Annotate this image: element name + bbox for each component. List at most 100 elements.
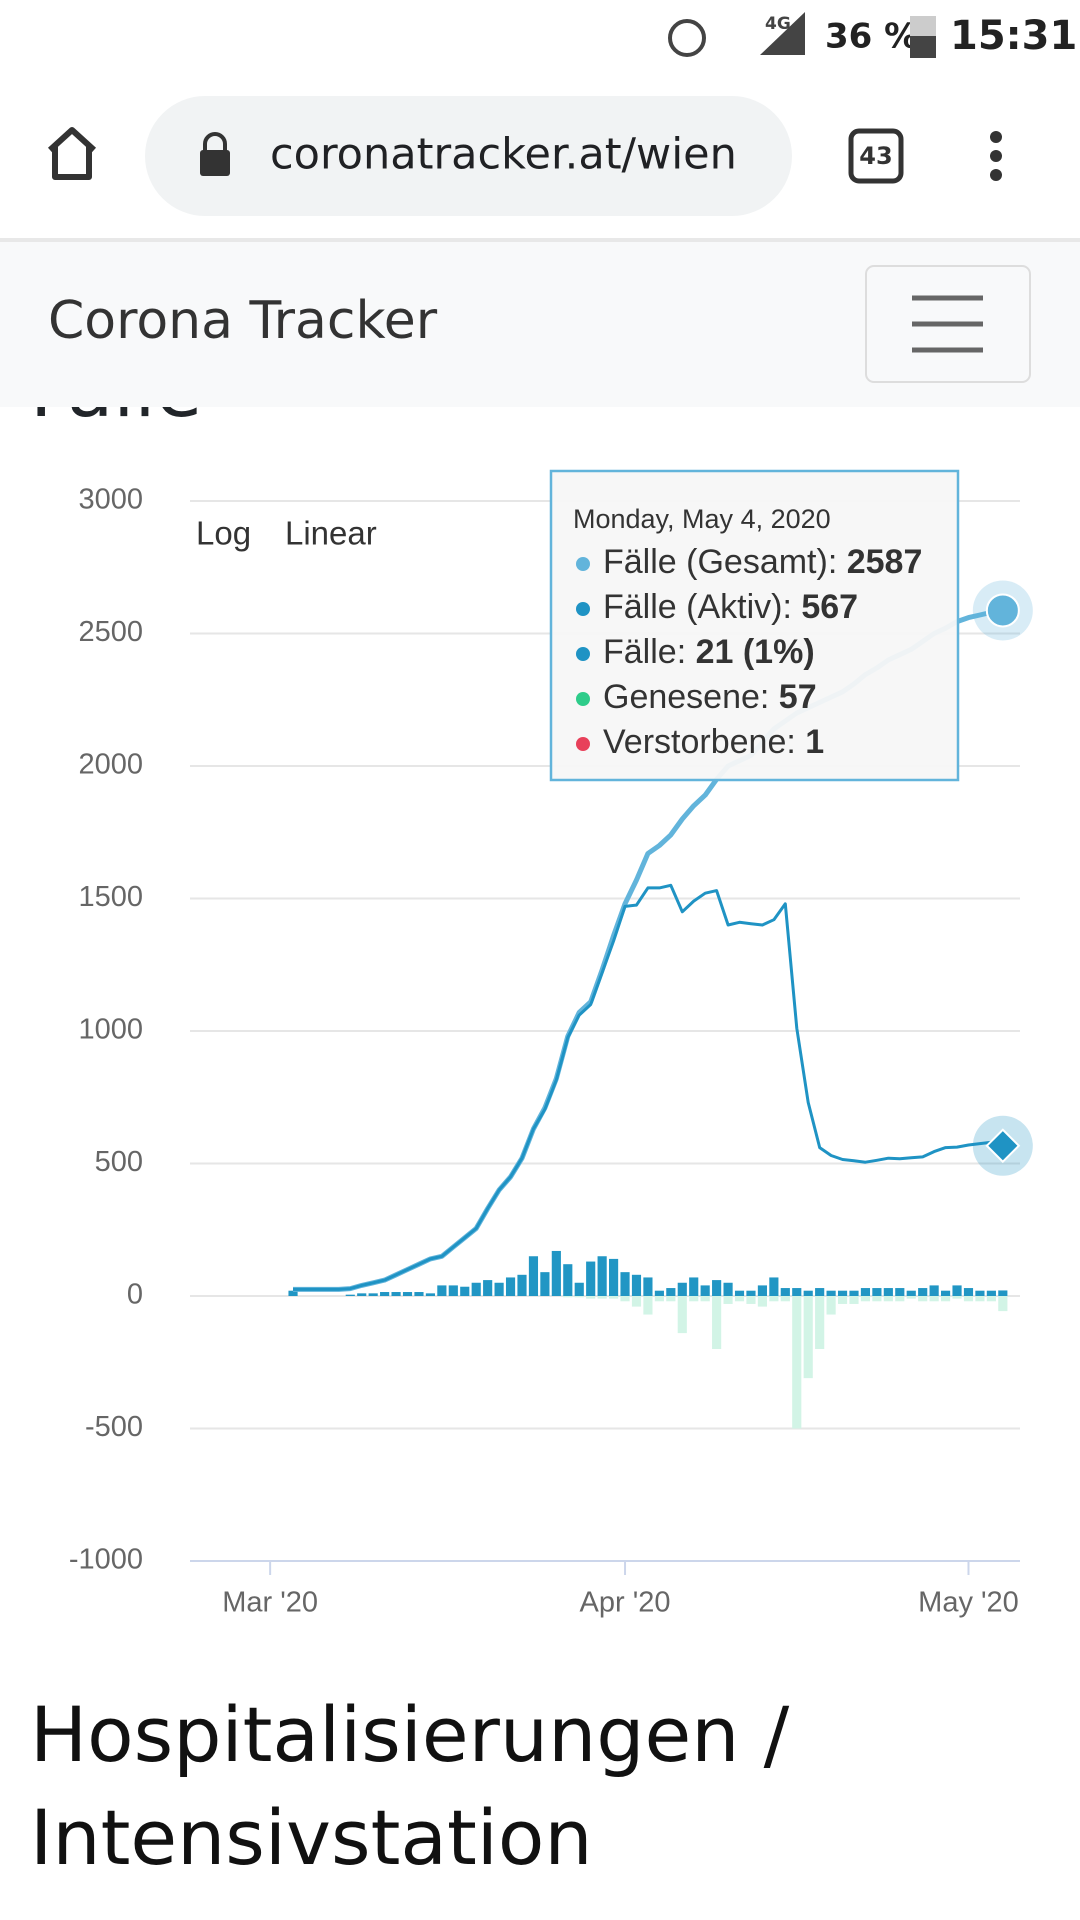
bar xyxy=(677,1282,687,1296)
bar xyxy=(288,1290,298,1296)
bar xyxy=(906,1296,916,1299)
scale-button[interactable]: Log xyxy=(196,515,251,552)
status-bar xyxy=(0,0,1080,80)
bar xyxy=(357,1293,367,1296)
bar xyxy=(918,1288,928,1296)
bar xyxy=(677,1296,687,1334)
battery-level: 36 % xyxy=(825,17,918,57)
bar xyxy=(402,1292,413,1296)
bar xyxy=(746,1290,756,1296)
url-text[interactable]: coronatracker.at/wien xyxy=(270,130,737,180)
bar xyxy=(837,1296,848,1304)
bar xyxy=(666,1296,676,1302)
bar xyxy=(700,1285,710,1296)
bar xyxy=(723,1282,733,1296)
bar xyxy=(895,1296,905,1302)
bar xyxy=(769,1277,779,1296)
bar xyxy=(448,1285,458,1296)
bar xyxy=(345,1294,355,1296)
tabs-button[interactable] xyxy=(848,128,904,184)
bar xyxy=(620,1272,630,1296)
bar xyxy=(574,1282,584,1296)
bar xyxy=(609,1296,619,1299)
bar xyxy=(872,1296,882,1302)
line xyxy=(293,883,1004,1291)
tooltip-value: 567 xyxy=(801,588,858,626)
bar xyxy=(620,1296,630,1302)
bar xyxy=(666,1288,676,1296)
y-tick-label: 3000 xyxy=(78,484,143,516)
y-tick-label: 1500 xyxy=(78,881,143,913)
next-section-title: Hospitalisierungen / xyxy=(30,1690,790,1779)
tooltip-dot xyxy=(576,602,590,616)
point-marker xyxy=(985,1128,1021,1164)
tooltip-value: 21 (1%) xyxy=(696,633,815,671)
tooltip-item: Fälle (Aktiv): 567 xyxy=(603,588,858,626)
alarm-icon xyxy=(668,19,706,57)
bar xyxy=(368,1293,378,1296)
bar xyxy=(643,1277,653,1296)
tooltip-date: Monday, May 4, 2020 xyxy=(573,504,831,534)
bar xyxy=(986,1290,996,1296)
bar xyxy=(769,1296,779,1302)
bar xyxy=(540,1272,550,1296)
tabs-count: 43 xyxy=(859,142,892,170)
y-tick-label: 500 xyxy=(95,1146,143,1178)
next-section-title: Intensivstation xyxy=(30,1793,593,1882)
bar xyxy=(998,1290,1008,1296)
y-tick-label: 0 xyxy=(127,1279,143,1311)
url-bar[interactable] xyxy=(145,96,792,216)
tooltip-dot xyxy=(576,647,590,661)
bar xyxy=(734,1296,745,1302)
scale-button[interactable]: Linear xyxy=(285,515,377,552)
menu-button[interactable] xyxy=(990,131,1002,181)
navbar-brand[interactable]: Corona Tracker xyxy=(48,291,438,351)
bar xyxy=(654,1290,664,1296)
bar xyxy=(689,1277,699,1296)
signal-icon xyxy=(760,12,805,55)
bar xyxy=(712,1296,722,1349)
bar xyxy=(815,1296,825,1349)
bar xyxy=(963,1296,974,1302)
tooltip-label: Verstorbene: xyxy=(603,723,805,761)
bar xyxy=(597,1296,607,1299)
bar xyxy=(849,1290,859,1296)
network-type: 4G xyxy=(765,14,791,34)
toolbar-shadow xyxy=(0,238,1080,242)
bar xyxy=(700,1296,710,1302)
bar xyxy=(860,1288,871,1296)
bar xyxy=(414,1292,424,1296)
bar xyxy=(929,1296,939,1302)
bar xyxy=(437,1285,447,1296)
bar xyxy=(975,1296,985,1302)
bar xyxy=(471,1282,481,1296)
bar xyxy=(941,1296,951,1302)
bar xyxy=(689,1296,699,1302)
home-button[interactable] xyxy=(47,127,97,180)
bar xyxy=(551,1250,561,1296)
bar xyxy=(906,1290,916,1296)
y-tick-label: 2500 xyxy=(78,616,143,648)
bar xyxy=(528,1256,539,1296)
tooltip-item: Verstorbene: 1 xyxy=(603,723,824,761)
tooltip-box xyxy=(549,469,960,782)
tooltip-dot xyxy=(576,692,590,706)
bar xyxy=(380,1292,390,1296)
navbar-toggler[interactable] xyxy=(865,265,1031,383)
tooltip-dot xyxy=(576,557,590,571)
tooltip-value: 1 xyxy=(805,723,824,761)
bar xyxy=(654,1296,664,1302)
bar xyxy=(998,1296,1008,1312)
bar xyxy=(460,1286,470,1296)
bar xyxy=(826,1290,836,1296)
lock-icon xyxy=(200,150,230,176)
tooltip-label: Fälle (Aktiv): xyxy=(603,588,801,626)
hamburger-icon xyxy=(912,295,983,353)
bar xyxy=(952,1285,962,1296)
bar xyxy=(803,1290,813,1296)
bar xyxy=(975,1290,985,1296)
bar xyxy=(723,1296,733,1304)
bar xyxy=(837,1290,848,1296)
